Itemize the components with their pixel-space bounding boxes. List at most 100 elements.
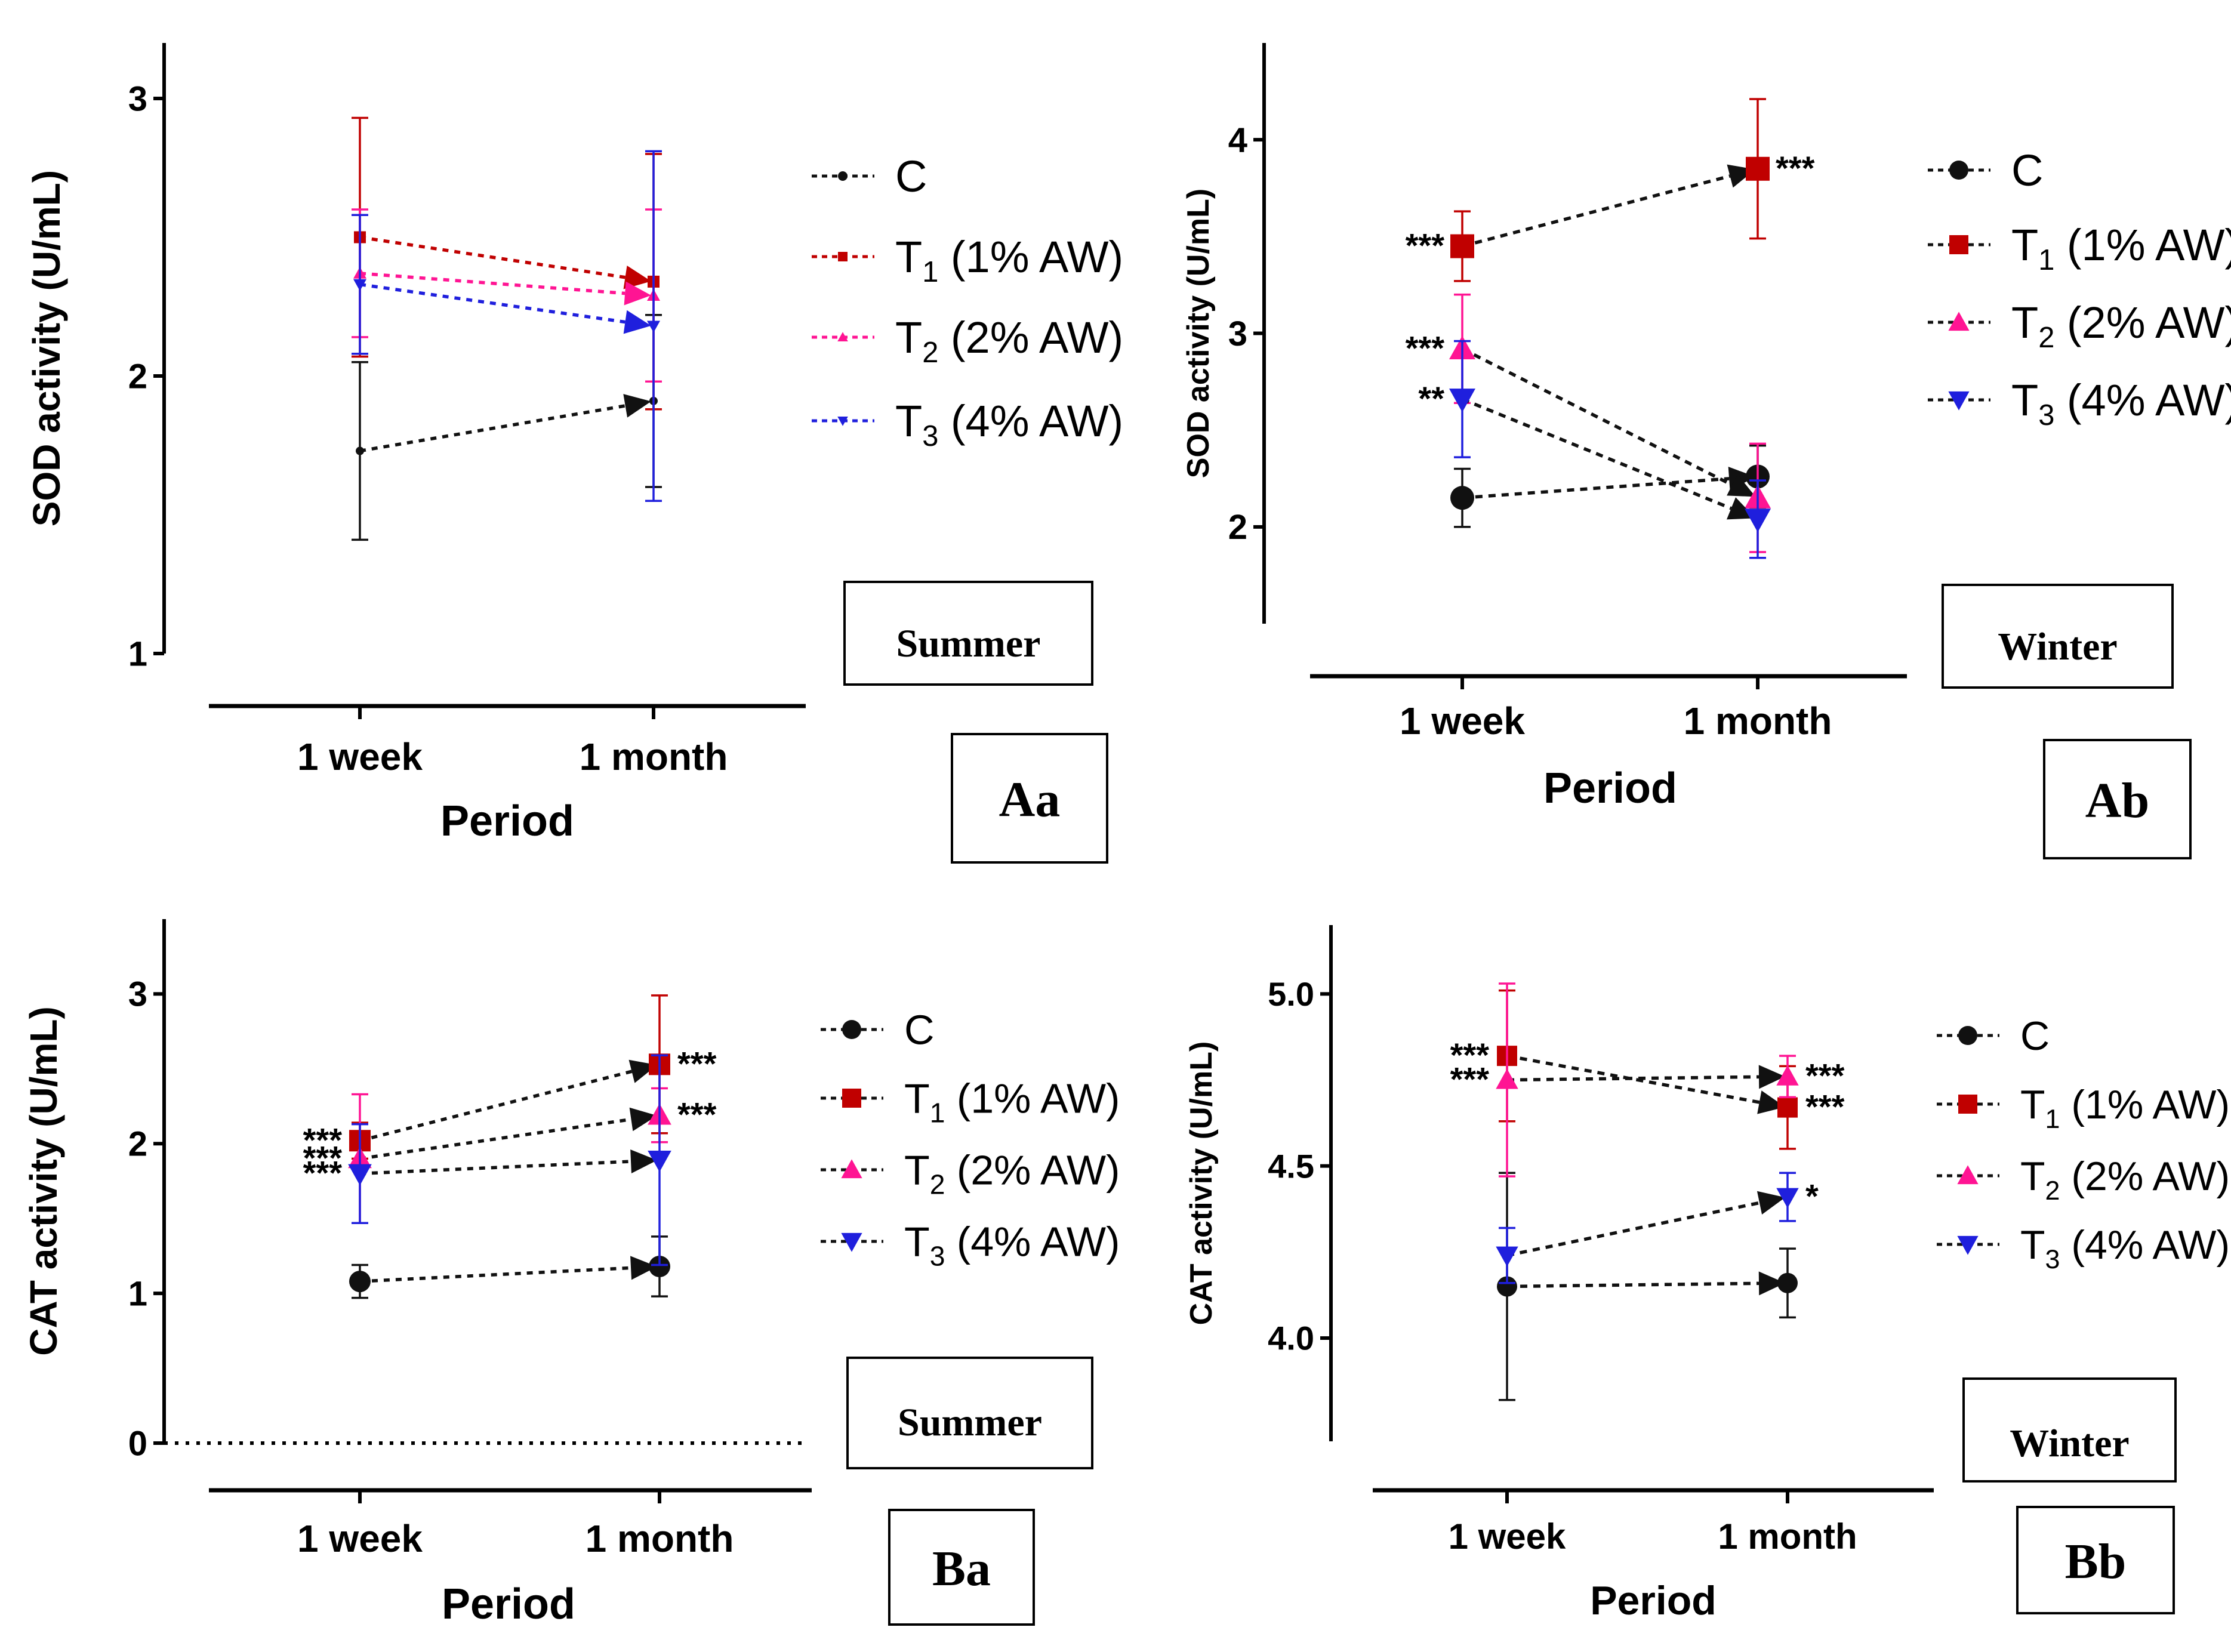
data-point bbox=[1777, 1097, 1798, 1118]
season-label: Summer bbox=[896, 622, 1041, 665]
x-axis-title: Period bbox=[1590, 1578, 1717, 1623]
series-line bbox=[359, 1117, 631, 1161]
legend-subscript: 3 bbox=[922, 420, 938, 452]
series-line bbox=[359, 1160, 631, 1176]
series-line bbox=[359, 282, 625, 324]
significance-label: *** bbox=[1776, 149, 1815, 187]
legend-name: T bbox=[895, 232, 922, 282]
legend-label: T2 (2% AW) bbox=[895, 313, 1123, 369]
y-tick-label: 2 bbox=[128, 1125, 147, 1164]
legend-marker bbox=[1958, 1095, 1977, 1114]
legend-label: T3 (4% AW) bbox=[2011, 375, 2231, 432]
x-tick-label: 1 month bbox=[1684, 699, 1832, 742]
season-box bbox=[1942, 584, 2174, 689]
legend-name: T bbox=[2011, 375, 2038, 425]
legend-name: T bbox=[895, 396, 922, 446]
y-tick-label: 4.5 bbox=[1268, 1147, 1314, 1185]
legend-name: C bbox=[904, 1007, 935, 1053]
significance-label: *** bbox=[1406, 227, 1445, 264]
x-tick-label: 1 week bbox=[297, 735, 423, 778]
y-axis-label: CAT activity (U/mL) bbox=[22, 1006, 65, 1356]
data-point bbox=[1449, 389, 1475, 412]
legend-name: T bbox=[2020, 1222, 2045, 1268]
series-line bbox=[1461, 397, 1732, 510]
legend-label: T1 (1% AW) bbox=[895, 232, 1123, 288]
panel-label: Bb bbox=[2065, 1534, 2127, 1589]
series-arrowhead bbox=[1727, 474, 1756, 497]
legend-suffix: (2% AW) bbox=[2054, 298, 2231, 347]
legend-label: T1 (1% AW) bbox=[904, 1075, 1120, 1129]
series-line bbox=[1506, 1281, 1759, 1289]
significance-label: * bbox=[1805, 1178, 1819, 1215]
legend-marker bbox=[838, 171, 848, 181]
season-label: Winter bbox=[2010, 1422, 2129, 1465]
legend-name: T bbox=[2011, 298, 2038, 347]
series-t1 bbox=[352, 116, 662, 411]
significance-label: *** bbox=[677, 1096, 717, 1133]
series-arrowhead bbox=[624, 281, 652, 306]
legend-suffix: (1% AW) bbox=[2054, 220, 2231, 270]
significance-label: *** bbox=[1406, 329, 1445, 366]
legend-suffix: (2% AW) bbox=[2060, 1154, 2230, 1199]
legend-name: T bbox=[2011, 220, 2038, 270]
x-tick-label: 1 week bbox=[1400, 699, 1525, 742]
series-t1: *** *** bbox=[303, 994, 717, 1160]
legend-subscript: 1 bbox=[2038, 244, 2054, 276]
data-point bbox=[1746, 156, 1770, 181]
legend-marker bbox=[841, 1159, 862, 1179]
season-box bbox=[846, 1357, 1093, 1469]
significance-label: *** bbox=[677, 1044, 717, 1082]
significance-label: *** bbox=[1805, 1088, 1845, 1126]
series-arrowhead bbox=[1757, 1191, 1786, 1215]
y-tick-label: 3 bbox=[1228, 315, 1247, 353]
legend-suffix: (2% AW) bbox=[938, 313, 1123, 362]
data-point bbox=[1496, 1246, 1518, 1267]
legend-name: T bbox=[904, 1147, 930, 1194]
legend-marker bbox=[1948, 391, 1970, 411]
legend-suffix: (4% AW) bbox=[945, 1219, 1120, 1265]
y-tick-label: 2 bbox=[1228, 508, 1247, 547]
significance-label: *** bbox=[1450, 1061, 1490, 1098]
data-point bbox=[1745, 508, 1771, 532]
panel-label: Ab bbox=[2085, 773, 2149, 828]
legend-name: T bbox=[2020, 1154, 2045, 1199]
legend-name: C bbox=[2011, 146, 2043, 195]
y-tick-label: 0 bbox=[128, 1424, 147, 1463]
series-arrowhead bbox=[629, 1107, 658, 1132]
significance-label: *** bbox=[303, 1154, 343, 1191]
series-arrowhead bbox=[623, 265, 652, 289]
x-tick-label: 1 week bbox=[1449, 1517, 1566, 1557]
legend-label: C bbox=[2011, 146, 2043, 195]
series-t3: * bbox=[1496, 1172, 1819, 1284]
data-point bbox=[1450, 486, 1474, 510]
series-t1: *** *** bbox=[1406, 98, 1815, 282]
legend-subscript: 3 bbox=[2045, 1244, 2060, 1274]
legend-marker bbox=[842, 1020, 861, 1039]
significance-label: *** bbox=[303, 1139, 343, 1176]
x-axis-title: Period bbox=[1543, 765, 1677, 812]
legend-suffix: (1% AW) bbox=[2060, 1082, 2230, 1127]
series-line bbox=[1462, 174, 1731, 248]
data-point bbox=[1777, 1272, 1798, 1293]
legend-suffix: (4% AW) bbox=[938, 396, 1123, 446]
data-point bbox=[349, 1271, 371, 1293]
legend-label: T1 (1% AW) bbox=[2020, 1082, 2230, 1134]
legend-label: T3 (4% AW) bbox=[895, 396, 1123, 452]
series-line bbox=[1462, 477, 1730, 500]
legend-marker bbox=[1949, 161, 1968, 180]
legend-label: T2 (2% AW) bbox=[2011, 298, 2231, 354]
series-t2: *** bbox=[1406, 293, 1771, 553]
legend-marker bbox=[1958, 1026, 1977, 1045]
legend-suffix: (4% AW) bbox=[2060, 1222, 2230, 1268]
season-label: Winter bbox=[1998, 625, 2117, 668]
legend-suffix: (1% AW) bbox=[938, 232, 1123, 282]
legend-label: C bbox=[895, 152, 927, 201]
data-point bbox=[1497, 1276, 1517, 1297]
legend-name: C bbox=[2020, 1013, 2050, 1059]
season-box bbox=[1962, 1377, 2177, 1483]
season-label: Summer bbox=[898, 1401, 1042, 1444]
y-tick-label: 1 bbox=[128, 634, 147, 673]
series-t3: ** bbox=[1418, 340, 1771, 559]
legend-suffix: (1% AW) bbox=[945, 1075, 1120, 1122]
legend-marker bbox=[837, 416, 848, 426]
